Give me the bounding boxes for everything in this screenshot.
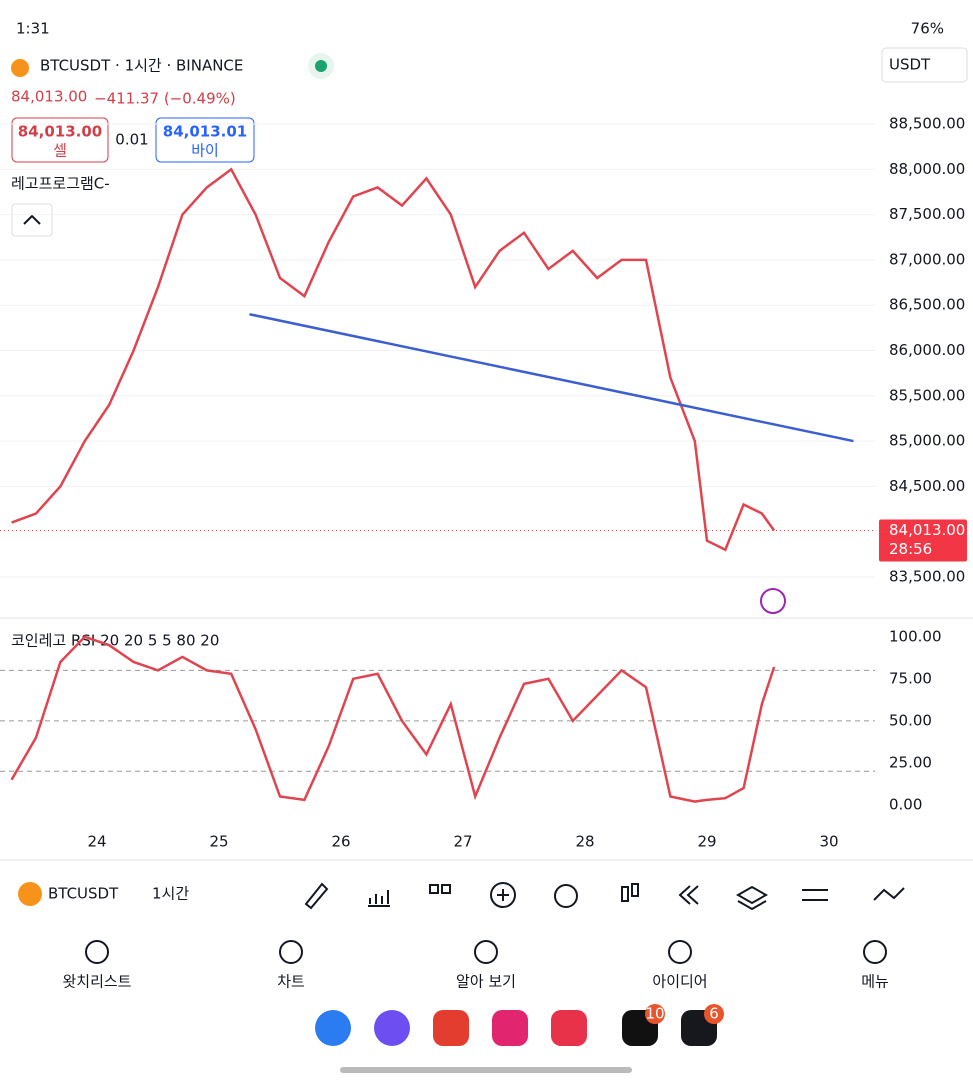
nav-icon — [85, 940, 109, 964]
y-tick-label: 25.00 — [889, 753, 932, 771]
series-line — [10, 635, 776, 803]
y-tick-label: 85,500.00 — [889, 386, 965, 404]
home-bar — [340, 1067, 632, 1073]
currency: USDT — [889, 56, 931, 74]
y-tick-label: 83,500.00 — [889, 567, 965, 585]
x-tick-label: 26 — [331, 833, 350, 851]
y-tick-label: 75.00 — [889, 669, 932, 687]
badge — [645, 1004, 665, 1024]
alert-icon[interactable] — [760, 588, 786, 614]
x-tick-label: 25 — [209, 833, 228, 851]
sell-price: 84,013.00 — [18, 123, 102, 141]
replay-icon[interactable] — [678, 885, 699, 905]
nav-label[interactable]: 알아 보기 — [456, 973, 516, 991]
price-tag — [879, 519, 967, 562]
y-tick-label: 87,000.00 — [889, 250, 965, 268]
dock: 10 6 — [315, 1004, 724, 1073]
y-tick-label: 100.00 — [889, 627, 942, 645]
price: 84,013.00 — [11, 88, 87, 106]
trendline — [249, 313, 854, 443]
y-tick-label: 85,000.00 — [889, 432, 965, 450]
y-tick-label: 50.00 — [889, 711, 932, 729]
y-tick-label: 86,000.00 — [889, 341, 965, 359]
nav-icon — [668, 940, 692, 964]
collapse-button[interactable] — [11, 203, 53, 237]
add-icon[interactable] — [490, 882, 516, 908]
pane-title: 코인레고 RSI 20 20 5 5 80 20 — [11, 632, 219, 650]
layout-icon[interactable] — [429, 884, 439, 894]
y-tick-label: 0.00 — [889, 795, 922, 813]
countdown: 28:56 — [889, 540, 932, 558]
status-dot — [315, 60, 327, 72]
price-tag-label: 84,013.00 — [889, 521, 965, 539]
y-tick-label: 88,000.00 — [889, 160, 965, 178]
sell-label: 셀 — [53, 142, 67, 160]
buy-button[interactable] — [155, 117, 255, 163]
x-tick-label: 24 — [87, 833, 106, 851]
app[interactable] — [315, 1010, 351, 1046]
sell-button[interactable] — [11, 117, 109, 163]
badge — [704, 1004, 724, 1024]
chevron — [23, 214, 41, 225]
candle-icon[interactable] — [621, 886, 629, 902]
x-tick-label: 28 — [575, 833, 594, 851]
x-tick-label: 30 — [819, 833, 838, 851]
bottom-nav: 왓치리스트 차트 알아 보기 아이디어 메뉴 — [62, 940, 889, 991]
nav-label[interactable]: 메뉴 — [861, 973, 889, 991]
charts: 83,500.00 84,500.00 85,000.00 85,500.00 86,0… — [0, 115, 967, 851]
nav-icon — [279, 940, 303, 964]
buy-price: 84,013.01 — [163, 123, 247, 141]
currency-select[interactable] — [881, 47, 968, 83]
tool-icons — [304, 882, 905, 911]
coin-icon — [18, 882, 42, 906]
app[interactable] — [492, 1010, 528, 1046]
spread: 0.01 — [115, 131, 148, 149]
nav-label[interactable]: 차트 — [277, 973, 305, 991]
y-tick-label: 86,500.00 — [889, 296, 965, 314]
app[interactable] — [374, 1010, 410, 1046]
toolbar-interval[interactable]: 1시간 — [152, 885, 189, 903]
settings-icon[interactable] — [802, 889, 828, 901]
app[interactable] — [551, 1010, 587, 1046]
time: 1:31 — [16, 20, 50, 38]
indicator-name: 레고프로그램C- — [11, 175, 110, 193]
alarm-icon[interactable] — [554, 884, 578, 908]
buy-label: 바이 — [191, 142, 219, 160]
series-line — [11, 167, 776, 552]
toolbar-symbol[interactable]: BTCUSDT — [48, 885, 119, 903]
y-tick-label: 87,500.00 — [889, 205, 965, 223]
coin-icon — [11, 59, 29, 77]
indicator-icon[interactable] — [368, 890, 390, 907]
battery: 76% — [911, 20, 944, 38]
y-tick-label: 84,500.00 — [889, 477, 965, 495]
y-tick-label: 88,500.00 — [889, 115, 965, 133]
badge-count: 6 — [709, 1005, 719, 1023]
nav-icon — [863, 940, 887, 964]
plus — [497, 889, 509, 901]
change: −411.37 (−0.49%) — [94, 90, 236, 108]
x-tick-label: 29 — [697, 833, 716, 851]
layers-icon[interactable] — [735, 885, 769, 911]
x-tick-label: 27 — [453, 833, 472, 851]
trend-icon[interactable] — [873, 887, 905, 901]
badge-count: 10 — [645, 1005, 664, 1023]
candle-icon-part — [631, 883, 639, 897]
nav-label[interactable]: 아이디어 — [652, 973, 707, 991]
layout-icon-part — [441, 884, 451, 894]
app[interactable] — [433, 1010, 469, 1046]
symbol[interactable]: BTCUSDT · 1시간 · BINANCE — [40, 57, 243, 75]
nav-icon — [474, 940, 498, 964]
draw-icon[interactable] — [304, 882, 329, 910]
nav-label[interactable]: 왓치리스트 — [62, 973, 131, 991]
